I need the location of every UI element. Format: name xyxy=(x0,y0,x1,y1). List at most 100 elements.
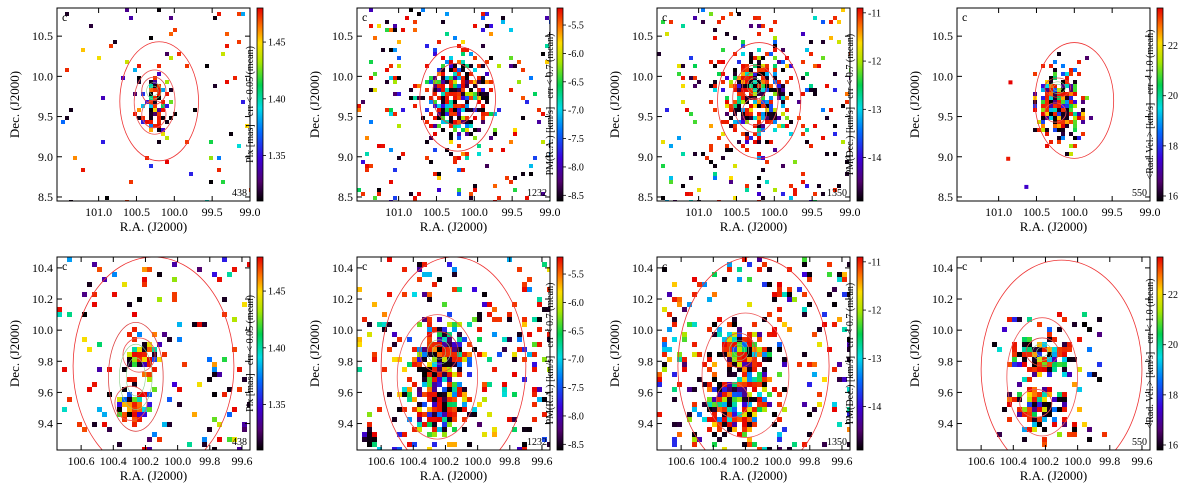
data-point xyxy=(757,332,762,337)
data-point xyxy=(502,387,507,392)
data-point xyxy=(1077,72,1081,76)
data-point xyxy=(461,60,465,64)
data-point xyxy=(157,124,161,128)
colorbar-tick-label: 1.40 xyxy=(268,343,286,354)
colorbar-label: PM(Dec.) [km/s] −err < 0.7 (mean) xyxy=(845,34,856,176)
colorbar-tick-label: -6.5 xyxy=(568,326,584,337)
data-point xyxy=(417,407,422,412)
data-point xyxy=(449,140,453,144)
data-point xyxy=(509,56,513,60)
data-point xyxy=(1061,92,1065,96)
panel-label: c xyxy=(62,259,67,273)
data-point xyxy=(742,442,747,447)
data-point xyxy=(445,88,449,92)
data-point xyxy=(747,407,752,412)
data-point xyxy=(449,80,453,84)
data-point xyxy=(1072,322,1077,327)
data-point xyxy=(721,60,725,64)
data-point xyxy=(782,387,787,392)
data-point xyxy=(437,342,442,347)
data-point xyxy=(132,312,137,317)
data-point xyxy=(747,367,752,372)
data-point xyxy=(397,357,402,362)
data-point xyxy=(213,16,217,20)
data-point xyxy=(832,287,837,292)
data-point xyxy=(792,442,797,447)
data-point xyxy=(462,427,467,432)
data-point xyxy=(657,377,662,382)
data-point xyxy=(747,352,752,357)
data-point xyxy=(362,437,367,442)
contour-line xyxy=(1052,83,1063,92)
data-point xyxy=(747,412,752,417)
data-point xyxy=(661,140,665,144)
data-point xyxy=(441,84,445,88)
data-point xyxy=(1008,80,1013,85)
data-point xyxy=(737,412,742,417)
data-point xyxy=(992,342,997,347)
data-point xyxy=(762,382,767,387)
panel-1: 101.0 100.5 100.0 99.5 99.08.59.09.510.010.5… xyxy=(307,7,584,234)
data-point xyxy=(527,287,532,292)
data-point xyxy=(542,357,547,362)
data-point xyxy=(453,68,457,72)
data-point xyxy=(432,327,437,332)
data-point xyxy=(481,64,485,68)
data-point xyxy=(417,322,422,327)
data-point xyxy=(672,397,677,402)
data-point xyxy=(442,387,447,392)
colorbar xyxy=(256,7,264,202)
data-point xyxy=(722,382,727,387)
data-point xyxy=(1053,112,1057,116)
data-point xyxy=(452,397,457,402)
data-point xyxy=(412,382,417,387)
data-point xyxy=(787,287,792,292)
data-point xyxy=(432,357,437,362)
data-point xyxy=(372,432,377,437)
data-point xyxy=(1082,312,1087,317)
data-point xyxy=(402,267,407,272)
data-point xyxy=(417,387,422,392)
data-point xyxy=(245,124,249,128)
data-point xyxy=(367,437,372,442)
data-point xyxy=(701,152,705,156)
data-point xyxy=(742,257,747,262)
colorbar-tick-label: -8.0 xyxy=(568,411,584,422)
data-point xyxy=(142,342,147,347)
data-point xyxy=(482,292,487,297)
data-point xyxy=(465,92,469,96)
data-point xyxy=(357,108,361,112)
data-point xyxy=(449,120,453,124)
data-point xyxy=(489,112,493,116)
data-point xyxy=(773,92,777,96)
data-point xyxy=(1045,108,1049,112)
data-point xyxy=(427,417,432,422)
data-point xyxy=(757,352,762,357)
data-point xyxy=(412,347,417,352)
data-point xyxy=(747,362,752,367)
data-point xyxy=(122,417,127,422)
data-point xyxy=(727,382,732,387)
data-point xyxy=(132,337,137,342)
data-point xyxy=(445,108,449,112)
data-point xyxy=(509,64,513,68)
data-point xyxy=(669,20,673,24)
data-point xyxy=(133,68,137,72)
data-point xyxy=(752,442,757,447)
data-point xyxy=(172,262,177,267)
data-point xyxy=(369,60,373,64)
data-point xyxy=(389,64,393,68)
data-point xyxy=(745,184,749,188)
data-point xyxy=(425,140,429,144)
data-point xyxy=(197,322,202,327)
data-point xyxy=(1042,442,1047,447)
data-point xyxy=(127,302,132,307)
data-point xyxy=(457,382,462,387)
data-point xyxy=(422,367,427,372)
data-point xyxy=(157,140,161,144)
data-point xyxy=(447,377,452,382)
data-point xyxy=(509,140,513,144)
data-point xyxy=(745,88,749,92)
data-point xyxy=(497,64,501,68)
data-point xyxy=(65,12,69,16)
